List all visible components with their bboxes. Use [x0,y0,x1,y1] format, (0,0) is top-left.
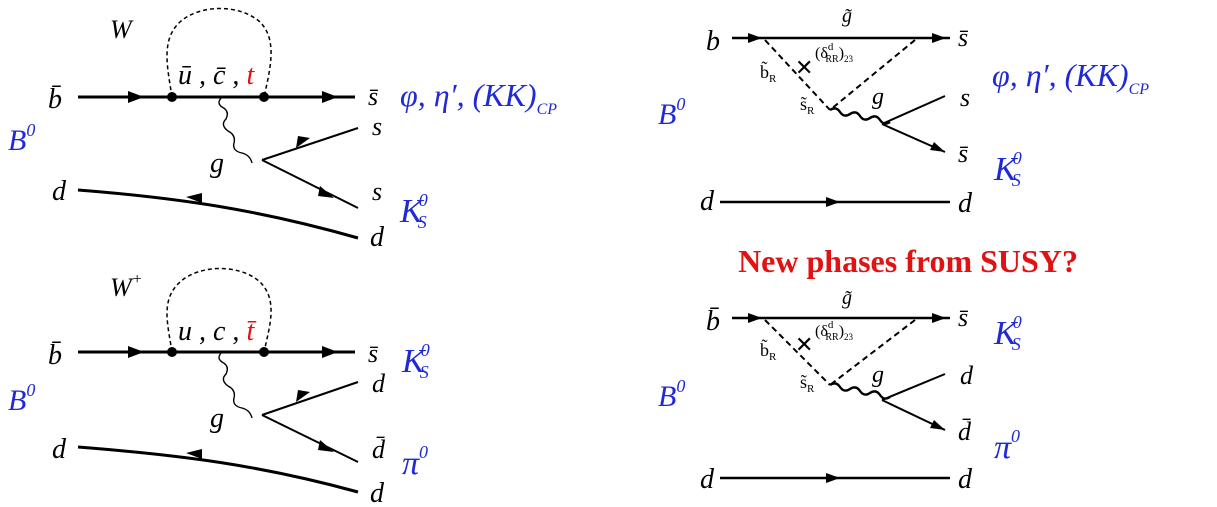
label-meson-susy: B0 [658,94,685,131]
arrow-d-top [296,390,310,402]
spectator-quark-line-2 [77,445,359,494]
label-in-quark-susy: b [706,26,720,57]
label-final-state-1-susy-2: K0 S [993,312,1022,354]
arrow-s-bottom [318,186,334,198]
label-in-quark-2: b̄ [48,340,62,371]
label-out-2-susy-2: d [960,361,974,390]
label-final-state-1: φ, η′, (KK)CP [400,77,557,118]
label-out-2: s [372,112,382,141]
label-out-3-2: d̄ [372,435,386,464]
w-boson-loop [166,7,272,98]
label-spectator-susy: d [700,186,715,217]
label-out-1-susy-2: s̄ [958,303,969,332]
quark-line-s-susy [881,95,946,125]
label-out-1-susy: s̄ [958,23,969,52]
quark-line-s-top [261,127,359,161]
label-final-state-2-susy-2: π0 [994,426,1020,466]
label-out-4-susy-2: d [958,464,973,495]
gluon-curl [218,96,253,164]
arrow-spectator-susy-2 [826,473,840,483]
label-squark-s: s̃R [800,94,815,117]
label-out-4: d [370,222,385,253]
label-gluon: g [210,148,224,179]
label-spectator-susy-2: d [700,464,715,495]
label-squark-s-2: s̃R [800,372,815,395]
arrow-s-top [296,136,310,148]
label-out-2-susy: s [960,83,970,112]
gluon-curl-2 [218,351,253,419]
label-spectator: d [52,176,67,207]
label-out-3-susy-2: d̄ [958,417,972,446]
diagram-penguin-sm-top [77,7,359,240]
arrow-out-quark [322,91,338,103]
arrow-out-quark-2 [322,346,338,358]
label-meson-2: B0 [8,380,35,417]
mass-insertion-cross-2: ✕ [795,332,813,357]
quark-line-d-bottom [261,414,359,463]
label-in-quark: b̄ [48,84,62,115]
label-w-boson-2: W+ [110,271,142,302]
diagram-susy-bottom: ✕ [720,313,950,483]
label-gluino-2: g̃ [842,287,852,309]
squark-line-b [764,39,831,111]
label-out-3-susy: s̄ [958,139,969,168]
arrow-in-quark-2 [128,346,144,358]
label-final-state-2: K0 S [399,190,428,232]
label-gluino: g̃ [842,5,852,27]
label-out-3: s [372,177,382,206]
quark-line-d-susy [881,373,946,401]
label-loop-quarks-2: u , c , t̄ [178,316,257,347]
diagram-susy-top: ✕ [720,33,950,207]
label-out-4-2: d [370,478,385,507]
label-meson-susy-2: B0 [658,376,685,413]
label-w-boson: W [110,15,134,44]
arrow-sbar-susy [930,142,945,152]
arrow-spectator-2 [186,449,202,459]
label-mass-insertion-2: (δd RR)23 [815,319,854,343]
spectator-quark-line [77,188,359,240]
arrow-dbar-susy [930,420,945,430]
label-final-state-1-2: K0 S [401,340,430,382]
quark-line-s-bottom [261,159,359,209]
label-out-1: s̄ [368,82,379,111]
arrow-in-susy-2 [748,313,762,323]
squark-line-s [829,39,916,111]
label-final-state-2-2: π0 [402,442,428,482]
arrow-out-susy-2 [932,313,946,323]
gluino-curl [829,107,891,125]
label-gluon-2: g [210,403,224,434]
label-out-4-susy: d [958,188,973,219]
label-out-2-2: d [372,369,386,398]
gluino-curl-2 [829,382,891,400]
label-mass-insertion: (δd RR)23 [815,41,854,65]
label-gluon-susy-2: g [872,362,884,388]
arrow-spectator-susy [826,197,840,207]
label-spectator-2: d [52,434,67,465]
arrow-spectator [186,193,202,203]
mass-insertion-cross: ✕ [795,55,813,80]
label-loop-quarks: ū , c̄ , t [178,60,255,91]
label-final-state-1-susy: φ, η′, (KK)CP [992,57,1149,98]
vertex-2 [259,92,269,102]
arrow-in-susy [748,33,762,43]
headline-susy: New phases from SUSY? [738,243,1078,279]
squark-line-s-2 [829,319,916,386]
label-meson: B0 [8,120,35,157]
label-in-quark-susy-2: b̄ [706,306,720,337]
arrow-out-susy [932,33,946,43]
label-squark-b-2: b̃R [760,338,777,363]
squark-line-b-2 [764,319,831,386]
arrow-in-quark [128,91,144,103]
label-out-1-2: s̄ [368,339,379,368]
quark-line-d-top [261,381,359,416]
label-gluon-susy: g [872,84,884,110]
label-squark-b: b̃R [760,60,777,85]
label-final-state-2-susy: K0 S [993,148,1022,190]
diagram-penguin-sm-bottom [77,267,359,494]
arrow-d-bottom [318,440,334,452]
